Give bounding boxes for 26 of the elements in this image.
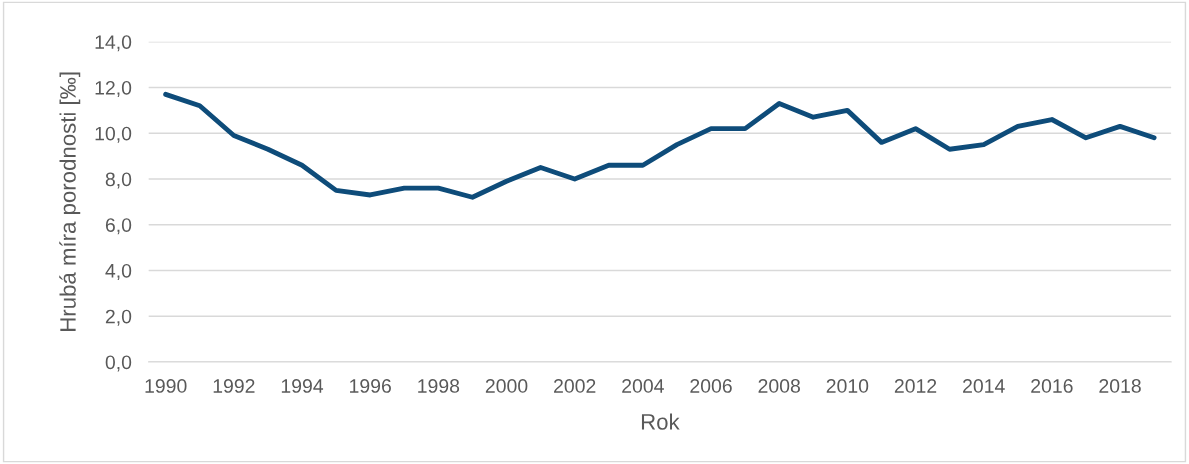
y-tick-label: 10,0 (95, 126, 132, 143)
x-tick-label: 2016 (1031, 379, 1073, 393)
y-axis-title: Hrubá míra porodnosti [‰] (59, 72, 81, 331)
x-tick-label: 2010 (826, 379, 869, 393)
x-tick-label: 2004 (622, 379, 664, 393)
x-tick-label: 1998 (418, 379, 460, 393)
line-series (163, 91, 1157, 200)
y-tick-label: 12,0 (95, 80, 132, 98)
x-tick-label: 2008 (758, 379, 800, 393)
x-tick-label: 1994 (281, 379, 324, 393)
x-tick-label: 2002 (554, 379, 596, 393)
x-tick-label: 2018 (1099, 379, 1141, 393)
y-tick-label: 8,0 (105, 172, 132, 189)
y-tick-label: 6,0 (105, 218, 132, 235)
y-tick-label: 0,0 (105, 355, 132, 372)
x-axis-title: Rok (641, 413, 680, 430)
x-tick-label: 1996 (350, 379, 391, 393)
x-tick-label: 2006 (690, 379, 732, 393)
x-tick-label: 2000 (485, 379, 528, 393)
x-tick-label: 1992 (213, 379, 255, 393)
y-tick-label: 2,0 (105, 309, 132, 326)
x-tick-label: 2014 (963, 379, 1005, 393)
x-tick-label: 2012 (894, 379, 937, 393)
y-tick-label: 14,0 (95, 35, 132, 52)
y-tick-label: 4,0 (105, 263, 132, 280)
x-tick-label: 1990 (145, 379, 187, 393)
